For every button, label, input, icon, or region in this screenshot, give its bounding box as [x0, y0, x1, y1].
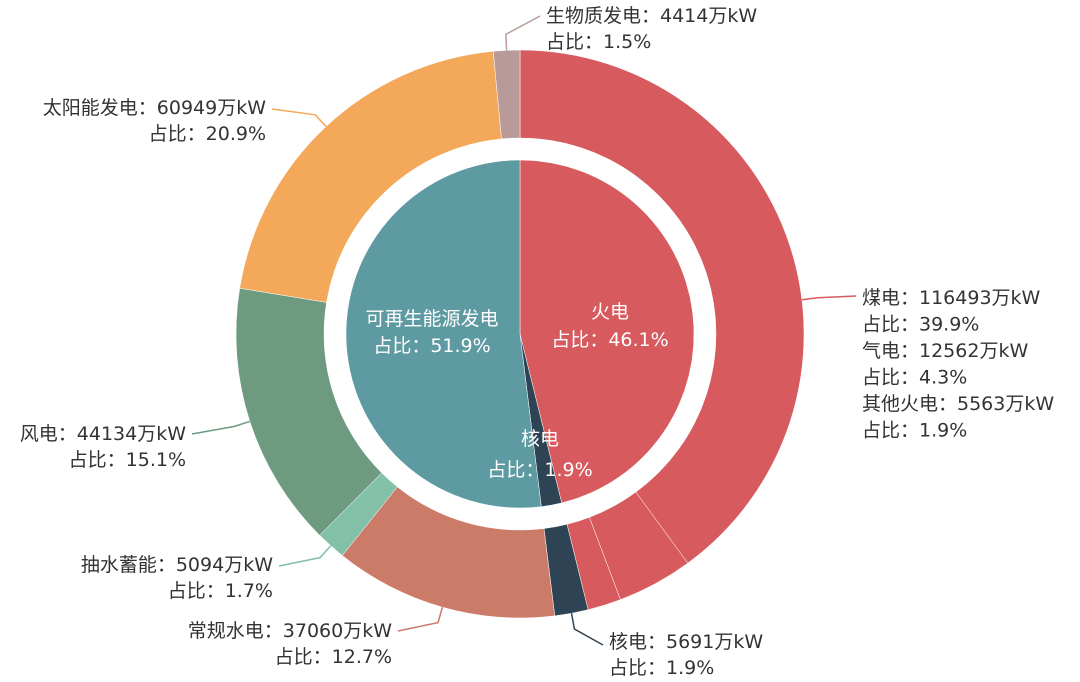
outer-label-thermal-3: 占比：4.3% — [862, 367, 967, 389]
outer-label-solar-1: 占比：20.9% — [149, 123, 266, 145]
inner-label-0: 火电 — [591, 301, 629, 323]
outer-slice-7 — [239, 50, 502, 303]
outer-label-hydro-1: 占比：12.7% — [275, 646, 392, 668]
inner-slice-0 — [519, 159, 695, 504]
outer-label-wind-0: 风电：44134万kW — [20, 423, 186, 445]
leader-line-thermal — [801, 295, 857, 301]
outer-label-thermal-0: 煤电：116493万kW — [862, 287, 1041, 309]
inner-label-pct-2: 占比：51.9% — [373, 335, 490, 357]
outer-label-solar-0: 太阳能发电：60949万kW — [43, 97, 266, 119]
outer-label-thermal-5: 占比：1.9% — [862, 420, 967, 442]
inner-label-1: 核电 — [521, 428, 559, 450]
leader-line-wind — [191, 420, 251, 435]
outer-label-bio-1: 占比：1.5% — [546, 31, 651, 53]
outer-slice-8 — [492, 49, 521, 140]
outer-label-bio-0: 生物质发电：4414万kW — [546, 5, 757, 27]
outer-label-wind-1: 占比：15.1% — [69, 449, 186, 471]
leader-line-bio — [505, 15, 541, 51]
outer-label-nuclear-1: 占比：1.9% — [609, 657, 714, 679]
outer-slice-0 — [519, 49, 805, 564]
outer-label-thermal-2: 气电：12562万kW — [862, 340, 1028, 362]
leader-line-solar — [271, 108, 327, 128]
inner-label-pct-1: 占比：1.9% — [487, 459, 592, 481]
inner-label-pct-0: 占比：46.1% — [551, 329, 668, 351]
outer-label-pumped-0: 抽水蓄能：5094万kW — [81, 554, 273, 576]
outer-slice-6 — [235, 287, 383, 536]
outer-label-nuclear-0: 核电：5691万kW — [609, 631, 763, 653]
inner-slice-2 — [345, 159, 542, 509]
leader-line-nuclear — [570, 613, 604, 646]
leader-line-hydro — [397, 606, 444, 632]
outer-label-thermal-4: 其他火电：5563万kW — [862, 393, 1054, 415]
outer-label-hydro-0: 常规水电：37060万kW — [188, 620, 392, 642]
outer-label-thermal-1: 占比：39.9% — [862, 314, 979, 336]
leader-line-pumped — [278, 545, 332, 567]
inner-label-2: 可再生能源发电 — [365, 308, 498, 330]
outer-label-pumped-1: 占比：1.7% — [168, 580, 273, 602]
